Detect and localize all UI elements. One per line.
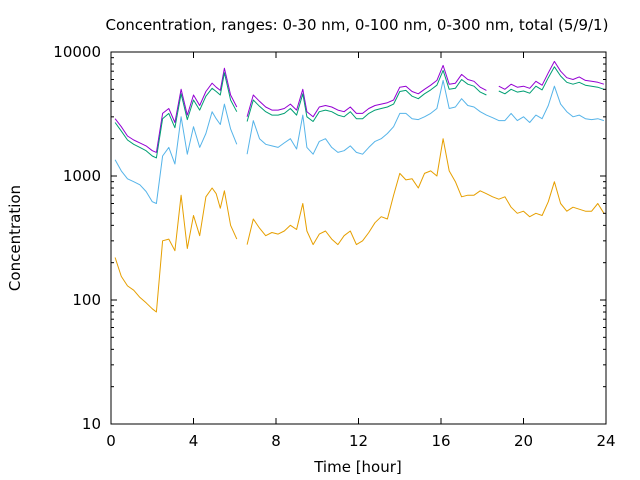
y-tick-label: 10 bbox=[82, 415, 101, 433]
series-line-1 bbox=[114, 60, 605, 153]
y-tick-label: 100 bbox=[72, 291, 101, 309]
y-tick-label: 1000 bbox=[63, 167, 101, 185]
x-tick-label: 0 bbox=[106, 432, 116, 450]
series-line-3 bbox=[114, 79, 605, 204]
chart-title: Concentration, ranges: 0-30 nm, 0-100 nm… bbox=[106, 16, 609, 34]
x-tick-label: 16 bbox=[431, 432, 450, 450]
x-tick-label: 20 bbox=[514, 432, 533, 450]
series-line-2 bbox=[114, 66, 605, 159]
x-tick-label: 4 bbox=[189, 432, 199, 450]
series-line-4 bbox=[114, 138, 605, 313]
x-axis-label: Time [hour] bbox=[313, 458, 402, 476]
x-tick-label: 24 bbox=[596, 432, 615, 450]
x-tick-label: 8 bbox=[271, 432, 281, 450]
x-tick-label: 12 bbox=[349, 432, 368, 450]
y-tick-label: 10000 bbox=[53, 43, 101, 61]
y-axis-label: Concentration bbox=[6, 185, 24, 291]
y-axis: 10 100 1000 10000 bbox=[53, 43, 606, 433]
series-layer bbox=[114, 60, 605, 313]
x-axis: 0 4 8 12 16 20 24 bbox=[106, 52, 616, 450]
